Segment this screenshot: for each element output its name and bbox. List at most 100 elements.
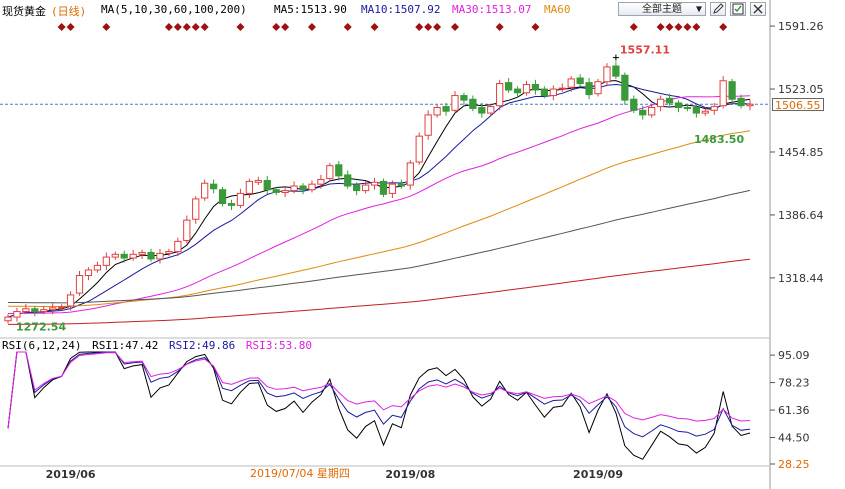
candle-body	[424, 114, 432, 136]
event-marker	[191, 23, 200, 31]
candle-body	[308, 183, 316, 191]
candle-body	[522, 83, 531, 94]
candle-body	[165, 251, 173, 254]
candle-body	[621, 74, 629, 101]
candle-body	[442, 106, 450, 112]
candle-body	[299, 185, 307, 191]
candle-body	[397, 183, 405, 187]
rsi2-value: RSI2:49.86	[168, 339, 236, 352]
candle-body	[227, 203, 236, 206]
event-marker	[370, 23, 379, 31]
time-tick-label: 2019/09	[573, 468, 623, 481]
candle-body	[111, 253, 119, 258]
candle-body	[549, 88, 557, 97]
candle-body	[4, 316, 12, 322]
candle-body	[460, 95, 468, 101]
price-tick-label: 1386.64	[778, 209, 824, 222]
event-marker	[450, 23, 459, 31]
candle-body	[656, 98, 665, 108]
event-marker	[656, 23, 665, 31]
candle-body	[612, 65, 620, 77]
event-marker	[281, 23, 290, 31]
ma60-value: MA60	[544, 3, 571, 16]
theme-select[interactable]: 全部主题 ▼	[618, 2, 706, 16]
candle-body	[183, 219, 191, 241]
candle-body	[192, 198, 200, 220]
date-tooltip: 2019/07/04 星期四	[250, 467, 350, 480]
ma30-line	[7, 95, 751, 314]
candle-body	[156, 252, 164, 260]
ma5-value: MA5:1513.90	[274, 3, 347, 16]
event-marker	[692, 23, 701, 31]
candle-body	[129, 253, 137, 259]
edit-icon[interactable]	[710, 2, 726, 16]
candle-body	[746, 103, 754, 107]
ma100-line	[8, 189, 751, 304]
event-marker	[719, 23, 728, 31]
event-marker	[433, 23, 442, 31]
event-marker	[236, 23, 245, 31]
candle-body	[290, 185, 298, 192]
event-marker	[495, 23, 504, 31]
candle-body	[236, 192, 245, 206]
candle-body	[263, 179, 271, 191]
event-marker	[102, 23, 111, 31]
candle-body	[683, 107, 692, 110]
event-marker	[343, 23, 352, 31]
rsi-line-rsi2	[7, 351, 751, 438]
candle-body	[469, 98, 477, 109]
candle-body	[585, 82, 593, 96]
candle-body	[451, 95, 459, 111]
ma-params[interactable]: MA(5,10,30,60,100,200)	[101, 3, 247, 16]
event-marker	[415, 23, 424, 31]
candle-body	[388, 183, 397, 194]
ma5-line	[7, 80, 751, 318]
candle-body	[22, 308, 30, 313]
ma30-value: MA30:1513.07	[452, 3, 532, 16]
candle-body	[531, 83, 540, 91]
candle-body	[567, 78, 575, 88]
candle-body	[281, 190, 289, 193]
event-marker	[57, 23, 66, 31]
ma10-line	[7, 83, 751, 318]
candle-body	[513, 88, 522, 94]
candle-body	[58, 306, 66, 309]
candle-body	[66, 294, 75, 307]
candle-body	[487, 106, 495, 114]
event-marker	[424, 23, 433, 31]
period-label[interactable]: (日线)	[51, 5, 87, 18]
candle-body	[335, 164, 343, 177]
high-label: 1557.11	[620, 44, 670, 57]
close-icon[interactable]	[750, 2, 766, 16]
candle-body	[361, 184, 370, 192]
symbol-title: 现货黄金	[2, 5, 46, 18]
time-tick-label: 2019/06	[46, 468, 96, 481]
candle-body	[415, 135, 423, 163]
candle-body	[379, 180, 388, 195]
candle-body	[728, 81, 736, 100]
event-marker	[66, 23, 75, 31]
ma60-line	[7, 130, 751, 307]
rsi-params[interactable]: RSI(6,12,24)	[2, 339, 82, 352]
candle-body	[665, 97, 674, 104]
candle-body	[254, 179, 262, 183]
event-marker	[272, 23, 281, 31]
event-marker	[674, 23, 683, 31]
ma200-line	[8, 258, 751, 325]
candle-body	[540, 88, 549, 97]
candle-body	[710, 106, 718, 111]
candle-body	[692, 107, 700, 114]
candle-body	[648, 107, 656, 116]
event-marker	[629, 23, 638, 31]
rsi-header: RSI(6,12,24) RSI1:47.42 RSI2:49.86 RSI3:…	[2, 339, 316, 352]
event-marker	[683, 23, 692, 31]
event-marker	[164, 23, 173, 31]
theme-select-label: 全部主题	[642, 4, 682, 15]
event-marker	[182, 23, 191, 31]
checkbox-icon[interactable]	[730, 2, 746, 16]
rsi-tick-label: 95.09	[778, 349, 810, 362]
rsi1-value: RSI1:47.42	[92, 339, 159, 352]
event-marker	[531, 23, 540, 31]
event-marker	[307, 23, 316, 31]
